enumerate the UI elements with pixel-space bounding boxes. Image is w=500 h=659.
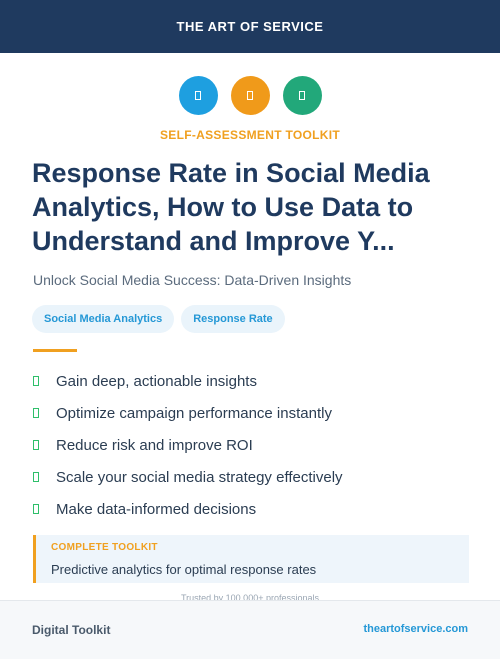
benefit-text: Gain deep, actionable insights xyxy=(56,372,257,390)
benefit-text: Reduce risk and improve ROI xyxy=(56,436,253,454)
check-icon xyxy=(33,376,39,386)
tag-response-rate[interactable]: Response Rate xyxy=(181,305,285,333)
footer-website-link[interactable]: theartofservice.com xyxy=(363,623,468,635)
accent-divider xyxy=(33,349,77,352)
callout-label: COMPLETE TOOLKIT xyxy=(51,542,158,553)
benefit-item: Reduce risk and improve ROI xyxy=(33,429,343,461)
footer-label: Digital Toolkit xyxy=(32,623,111,637)
page-title: Response Rate in Social Media Analytics,… xyxy=(32,158,430,256)
toolkit-callout: COMPLETE TOOLKIT Predictive analytics fo… xyxy=(33,535,469,583)
toolkit-kicker: SELF-ASSESSMENT TOOLKIT xyxy=(159,128,341,142)
benefit-text: Optimize campaign performance instantly xyxy=(56,404,332,422)
benefit-list: Gain deep, actionable insights Optimize … xyxy=(33,365,343,525)
check-icon xyxy=(33,408,39,418)
benefit-item: Gain deep, actionable insights xyxy=(33,365,343,397)
benefit-item: Scale your social media strategy effecti… xyxy=(33,461,343,493)
blue-square-icon xyxy=(178,76,218,115)
square-glyph-icon xyxy=(299,91,305,100)
callout-text: Predictive analytics for optimal respons… xyxy=(51,562,317,577)
square-glyph-icon xyxy=(195,91,201,100)
benefit-item: Make data-informed decisions xyxy=(33,493,343,525)
header-bar: THE ART OF SERVICE xyxy=(0,0,500,53)
tag-list: Social Media Analytics Response Rate xyxy=(32,305,285,333)
check-icon xyxy=(33,440,39,450)
benefit-text: Make data-informed decisions xyxy=(56,500,257,518)
footer-bar: Digital Toolkit theartofservice.com xyxy=(0,600,500,659)
orange-square-icon xyxy=(230,76,270,115)
benefit-item: Optimize campaign performance instantly xyxy=(33,397,343,429)
tag-social-media-analytics[interactable]: Social Media Analytics xyxy=(32,305,175,333)
trust-note: Trusted by 100,000+ professionals xyxy=(180,593,319,603)
check-icon xyxy=(33,472,39,482)
benefit-text: Scale your social media strategy effecti… xyxy=(56,468,343,486)
brand-name: THE ART OF SERVICE xyxy=(176,19,324,34)
square-glyph-icon xyxy=(247,91,253,100)
check-icon xyxy=(33,504,39,514)
icon-row xyxy=(0,76,500,115)
green-square-icon xyxy=(282,76,322,115)
page-subtitle: Unlock Social Media Success: Data-Driven… xyxy=(33,272,352,288)
